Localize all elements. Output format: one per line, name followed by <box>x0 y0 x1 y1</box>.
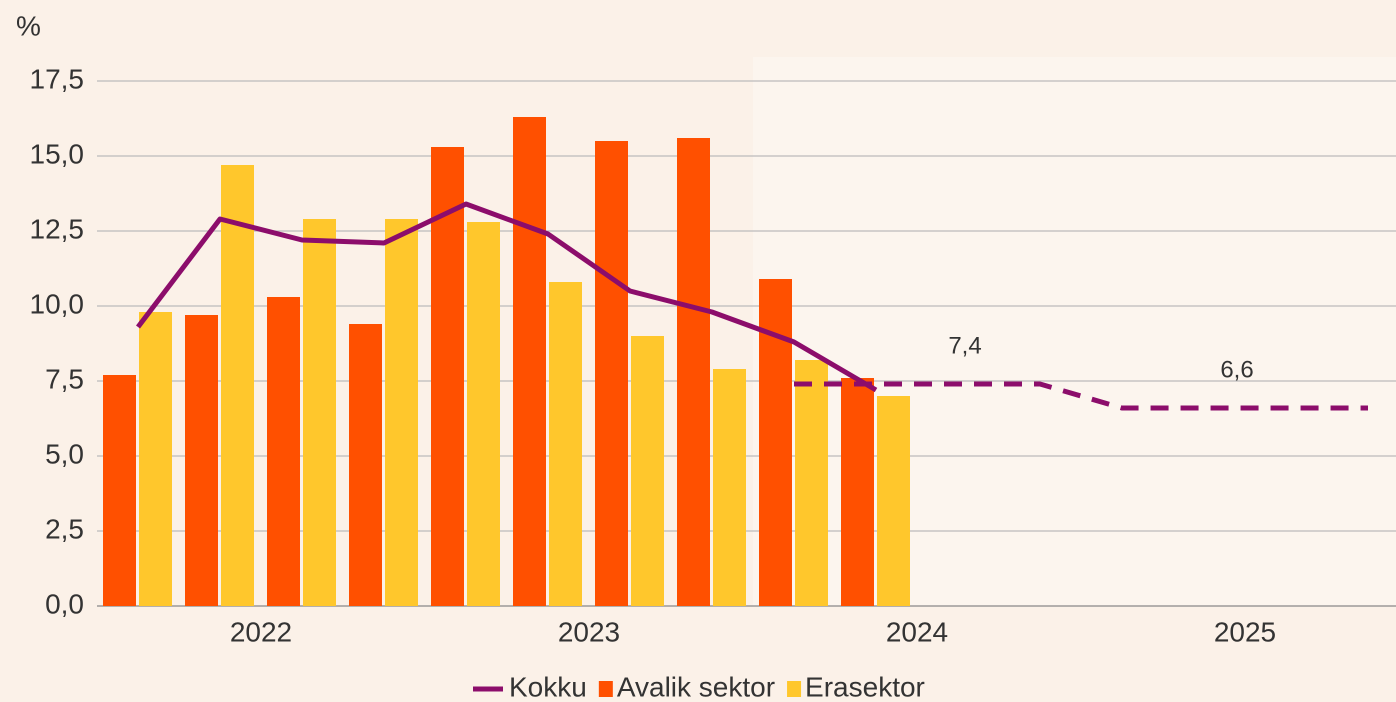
bar <box>631 336 664 606</box>
bar <box>841 378 874 606</box>
y-tick-label: 0,0 <box>45 588 84 619</box>
x-tick-label: 2022 <box>230 616 292 647</box>
bar <box>677 138 710 606</box>
bar <box>549 282 582 606</box>
y-unit: % <box>16 10 41 41</box>
legend-label: Erasektor <box>805 671 925 702</box>
bar <box>139 312 172 606</box>
bar <box>303 219 336 606</box>
y-tick-label: 15,0 <box>30 138 85 169</box>
legend-swatch <box>598 681 613 697</box>
bar <box>431 147 464 606</box>
y-tick-label: 5,0 <box>45 438 84 469</box>
y-tick-label: 2,5 <box>45 513 84 544</box>
bar <box>267 297 300 606</box>
bar <box>103 375 136 606</box>
legend-label: Kokku <box>509 671 587 702</box>
bar <box>713 369 746 606</box>
legend-label: Avalik sektor <box>617 671 775 702</box>
x-tick-label: 2025 <box>1214 616 1276 647</box>
x-tick-label: 2024 <box>886 616 948 647</box>
bar <box>221 165 254 606</box>
y-tick-label: 12,5 <box>30 213 85 244</box>
bar <box>385 219 418 606</box>
bar <box>759 279 792 606</box>
bar <box>349 324 382 606</box>
bar <box>595 141 628 606</box>
annotation: 7,4 <box>948 332 981 359</box>
line <box>136 201 878 393</box>
bar <box>185 315 218 606</box>
bar <box>877 396 910 606</box>
legend-swatch <box>787 681 802 697</box>
y-tick-label: 17,5 <box>30 63 85 94</box>
x-tick-label: 2023 <box>558 616 620 647</box>
annotation: 6,6 <box>1220 356 1253 383</box>
forecast-line <box>794 381 1368 411</box>
y-tick-label: 10,0 <box>30 288 85 319</box>
bar <box>513 117 546 606</box>
bar <box>467 222 500 606</box>
y-tick-label: 7,5 <box>45 363 84 394</box>
bar <box>795 360 828 606</box>
